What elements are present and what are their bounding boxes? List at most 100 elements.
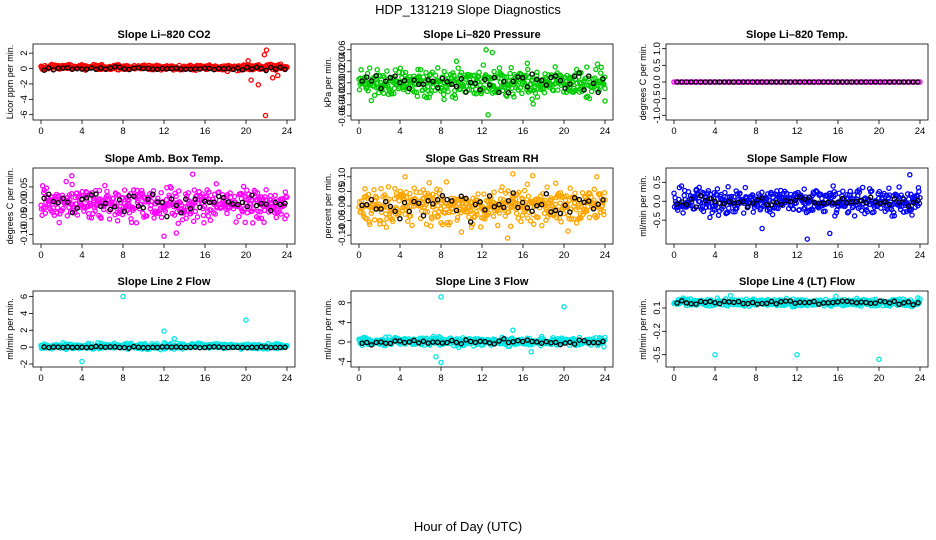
overlay-point (258, 65, 265, 72)
overlay-point (782, 197, 789, 204)
overlay-point (178, 210, 184, 216)
overlay-point (853, 79, 860, 85)
outlier-point (441, 96, 447, 103)
overlay-point (581, 87, 587, 93)
data-point (399, 70, 406, 76)
data-point (572, 190, 578, 196)
data-point (468, 224, 475, 230)
chart-panel: Slope Amb. Box Temp. 0 4 8 12 16 20 24 -0.10-0.0… (5, 153, 296, 261)
data-point (278, 211, 284, 217)
overlay-point (359, 78, 365, 84)
data-point (156, 210, 163, 217)
data-point (362, 186, 368, 192)
data-point (706, 204, 713, 210)
data-point (391, 196, 398, 202)
data-point (373, 84, 379, 91)
overlay-point (586, 73, 592, 79)
overlay-point (801, 196, 808, 202)
y-tick-label: -0.2 (652, 323, 663, 339)
x-tick-label: 4 (712, 250, 717, 261)
overlay-point (135, 203, 142, 209)
x-tick-label: 20 (874, 250, 885, 261)
overlay-point (364, 74, 370, 80)
overlay-point (382, 198, 389, 205)
outlier-point (438, 359, 444, 366)
overlay-point (282, 344, 288, 351)
data-point (233, 219, 239, 225)
overlay-points (359, 70, 606, 96)
overlay-point (515, 337, 521, 344)
data-point (725, 205, 732, 211)
outlier-point (907, 172, 913, 178)
outlier-point (510, 327, 516, 333)
data-point (565, 228, 571, 234)
panel-title: Slope Li–820 Pressure (423, 29, 540, 41)
overlay-point (872, 79, 879, 85)
data-point (552, 180, 559, 187)
data-point (560, 210, 567, 217)
x-tick-label: 0 (671, 126, 676, 137)
outlier-point (438, 294, 444, 300)
overlay-point (420, 338, 427, 344)
overlay-point (702, 299, 709, 306)
x-tick-label: 0 (671, 250, 676, 261)
y-tick-label: 0 (19, 66, 30, 71)
overlay-point (378, 85, 384, 92)
overlay-point (164, 213, 170, 220)
overlay-point (571, 73, 578, 80)
data-point (473, 208, 480, 215)
data-point (521, 187, 528, 194)
chart-panel: Slope Li–820 CO2 0 4 8 12 16 20 24 -6 -4 -2 0 2 Licor… (5, 29, 296, 137)
x-tick-label: 4 (79, 373, 84, 384)
data-point (728, 193, 735, 200)
overlay-point (557, 210, 564, 217)
x-tick-label: 20 (241, 250, 252, 261)
panel-title: Slope Li–820 Temp. (746, 29, 848, 41)
overlay-point (467, 79, 474, 86)
data-point (477, 224, 484, 230)
x-tick-label: 24 (600, 126, 611, 137)
overlay-point (458, 76, 465, 82)
overlay-point (434, 85, 441, 91)
data-point (416, 73, 422, 79)
data-point (454, 214, 461, 221)
outlier-point (161, 233, 167, 239)
y-axis-label: ml/min per min. (638, 175, 648, 237)
overlay-point (364, 339, 370, 346)
overlay-point (600, 76, 606, 82)
outlier-point (594, 174, 600, 180)
overlay-point (378, 339, 384, 345)
overlay-point (571, 341, 578, 347)
y-tick-label: -0.06 (337, 105, 348, 127)
overlay-point (519, 199, 526, 206)
data-point (750, 209, 757, 215)
data-point (712, 203, 719, 209)
data-point (173, 193, 179, 199)
data-point (183, 215, 189, 221)
data-point (602, 85, 608, 92)
overlay-point (891, 298, 898, 305)
data-point (496, 210, 503, 216)
data-point (182, 204, 188, 210)
data-point (847, 188, 854, 194)
data-point (517, 85, 524, 91)
data-point (56, 219, 62, 226)
overlay-point (491, 74, 498, 81)
x-tick-label: 8 (753, 373, 758, 384)
y-tick-label: -0.02 (337, 83, 348, 105)
x-tick-label: 0 (356, 126, 361, 137)
data-point (532, 90, 539, 96)
data-point (557, 200, 563, 206)
x-tick-label: 0 (38, 250, 43, 261)
overlay-point (239, 67, 246, 73)
data-point (92, 208, 98, 214)
overlay-point (126, 345, 132, 351)
overlay-point (230, 66, 236, 73)
data-point (454, 217, 460, 223)
overlay-point (463, 195, 469, 202)
data-point (831, 188, 837, 195)
overlay-point (46, 191, 52, 198)
overlay-point (116, 64, 123, 70)
overlay-point (501, 204, 507, 211)
overlay-point (581, 337, 587, 344)
